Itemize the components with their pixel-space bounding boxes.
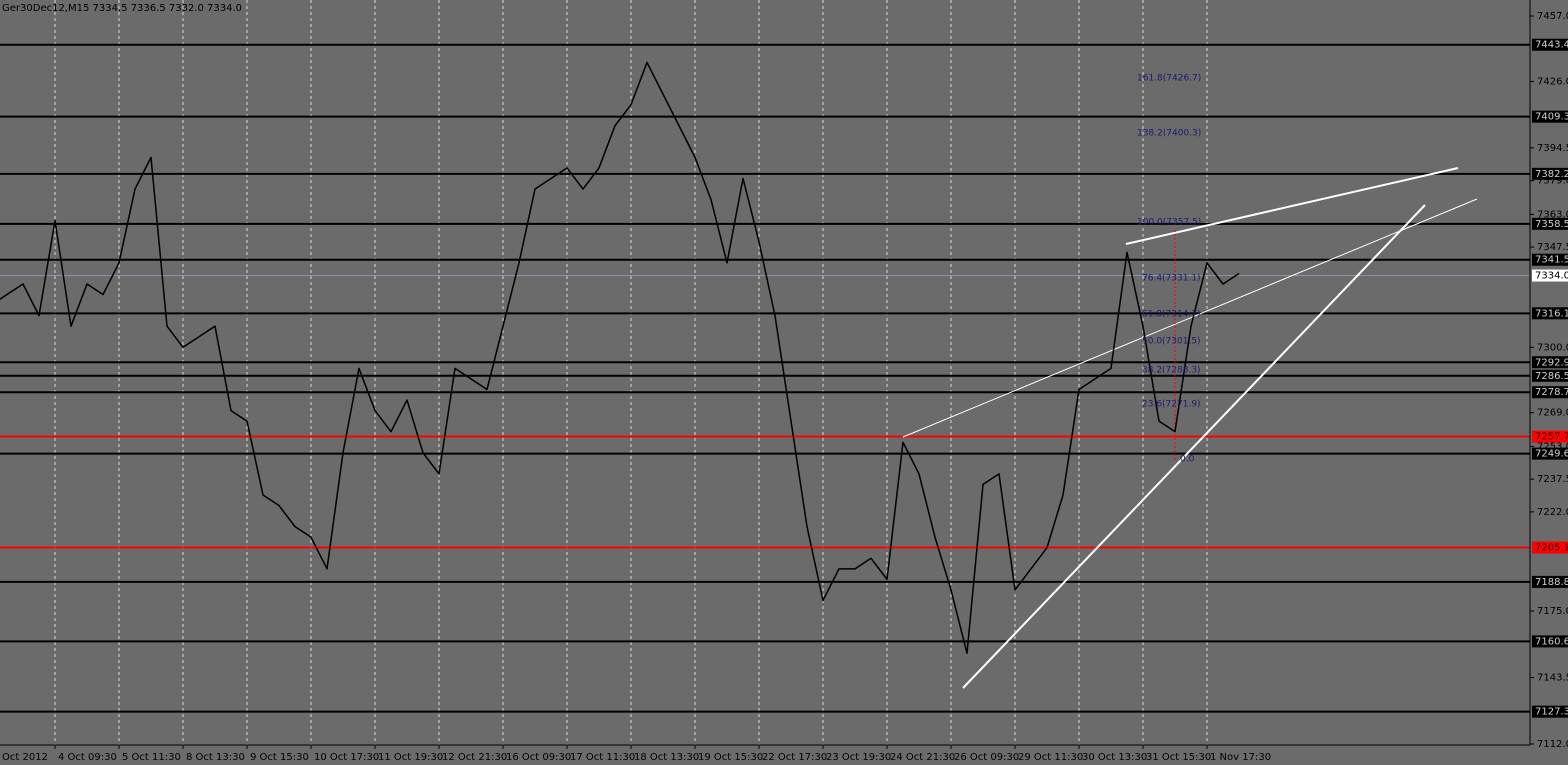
level-label: 7205.1 — [1535, 543, 1568, 554]
level-label-box — [1532, 635, 1568, 648]
level-label: 7257.7 — [1535, 432, 1568, 443]
fibo-label: 100.0(7357.5) — [1137, 218, 1201, 228]
level-label: 7341.5 — [1535, 255, 1568, 266]
x-tick-label: 29 Oct 11:30 — [1018, 752, 1083, 763]
level-label-box — [1532, 253, 1568, 266]
chart-title: Ger30Dec12,M15 7334.5 7336.5 7332.0 7334… — [2, 3, 242, 14]
x-tick-label: 19 Oct 15:30 — [698, 752, 763, 763]
level-label-box — [1532, 167, 1568, 180]
level-label-box — [1532, 541, 1568, 554]
fibo: 161.8(7426.7) 138.2(7400.3) 100.0(7357.5) 7… — [1137, 74, 1201, 465]
trend-line — [1125, 167, 1459, 245]
x-tick-label: 4 Oct 09:30 — [58, 752, 117, 763]
y-tick-label: 7253.0 — [1537, 441, 1568, 452]
x-tick-label: 18 Oct 13:30 — [634, 752, 699, 763]
x-tick-label: 11 Oct 19:30 — [378, 752, 443, 763]
price-line — [0, 61, 1240, 654]
level-label-box — [1532, 217, 1568, 230]
level-label-box — [1532, 369, 1568, 382]
fibo-label: 0.0 — [1180, 455, 1195, 465]
x-tick-label: 22 Oct 17:30 — [762, 752, 827, 763]
level-label: 7286.5 — [1535, 371, 1568, 382]
y-tick-label: 7363.0 — [1537, 209, 1568, 220]
fibo-label: 76.4(7331.1) — [1142, 274, 1201, 284]
fibo-label: 161.8(7426.7) — [1137, 74, 1201, 84]
y-tick-label: 7222.0 — [1537, 507, 1568, 518]
y-tick-label: 7237.5 — [1537, 474, 1568, 485]
y-tick-label: 7379.0 — [1537, 176, 1568, 187]
x-tick-label: 12 Oct 21:30 — [442, 752, 507, 763]
x-tick-label: 30 Oct 13:30 — [1082, 752, 1147, 763]
level-label: 7292.9 — [1535, 357, 1568, 368]
level-label-box — [1532, 307, 1568, 320]
x-tick-label: 8 Oct 13:30 — [186, 752, 245, 763]
x-tick-label: 16 Oct 09:30 — [506, 752, 571, 763]
level-label: 7382.2 — [1535, 169, 1568, 180]
y-tick-label: 7300.0 — [1537, 342, 1568, 353]
fibo-label: 23.6(7271.9) — [1142, 400, 1201, 410]
level-label-box — [1532, 447, 1568, 460]
level-label: 7249.6 — [1535, 449, 1568, 460]
fibo-label: 50.0(7301.5) — [1142, 337, 1201, 347]
x-tick-label: 24 Oct 21:30 — [890, 752, 955, 763]
levels — [0, 43, 1530, 713]
y-tick-label: 7426.0 — [1537, 76, 1568, 87]
x-tick-label: 17 Oct 11:30 — [570, 752, 635, 763]
level-label: 7278.7 — [1535, 387, 1568, 398]
grid — [54, 0, 1208, 745]
series — [0, 61, 1240, 654]
x-tick-label: Oct 2012 — [2, 752, 48, 763]
y-tick-label: 7457.0 — [1537, 11, 1568, 22]
level-label: 7160.6 — [1535, 636, 1568, 647]
level-label: 7188.8 — [1535, 577, 1568, 588]
x-tick-label: 5 Oct 11:30 — [122, 752, 181, 763]
level-label: 7316.1 — [1535, 308, 1568, 319]
level-label: 7409.3 — [1535, 112, 1568, 123]
y-tick-label: 7175.0 — [1537, 606, 1568, 617]
level-label-box — [1532, 38, 1568, 51]
current-price-label: 7334.0 — [1535, 271, 1568, 282]
drawings — [902, 167, 1478, 689]
trend-line — [962, 204, 1426, 689]
x-tick-label: 26 Oct 09:30 — [954, 752, 1019, 763]
y-tick-label: 7269.0 — [1537, 408, 1568, 419]
trend-line — [902, 198, 1478, 438]
x-tick-label: 31 Oct 15:30 — [1146, 752, 1211, 763]
y-tick-label: 7143.5 — [1537, 672, 1568, 683]
level-label-box — [1532, 430, 1568, 443]
level-label-box — [1532, 575, 1568, 588]
level-label: 7127.3 — [1535, 707, 1568, 718]
level-label-box — [1532, 386, 1568, 399]
x-tick-label: 9 Oct 15:30 — [250, 752, 309, 763]
level-label-box — [1532, 705, 1568, 718]
fibo-label: 138.2(7400.3) — [1137, 129, 1201, 139]
x-tick-label: 1 Nov 17:30 — [1210, 752, 1271, 763]
fibo-label: 61.8(7314.7) — [1142, 310, 1201, 320]
level-label-box — [1532, 110, 1568, 123]
x-tick-label: 10 Oct 17:30 — [314, 752, 379, 763]
x-tick-label: 23 Oct 19:30 — [826, 752, 891, 763]
fibo-label: 38.2(7288.3) — [1142, 366, 1201, 376]
y-tick-label: 7112.0 — [1537, 739, 1568, 750]
y-tick-label: 7394.5 — [1537, 143, 1568, 154]
level-label: 7358.5 — [1535, 219, 1568, 230]
current-price-box — [1532, 269, 1568, 282]
y-tick-label: 7347.5 — [1537, 242, 1568, 253]
level-label: 7443.4 — [1535, 40, 1568, 51]
level-label-box — [1532, 356, 1568, 369]
